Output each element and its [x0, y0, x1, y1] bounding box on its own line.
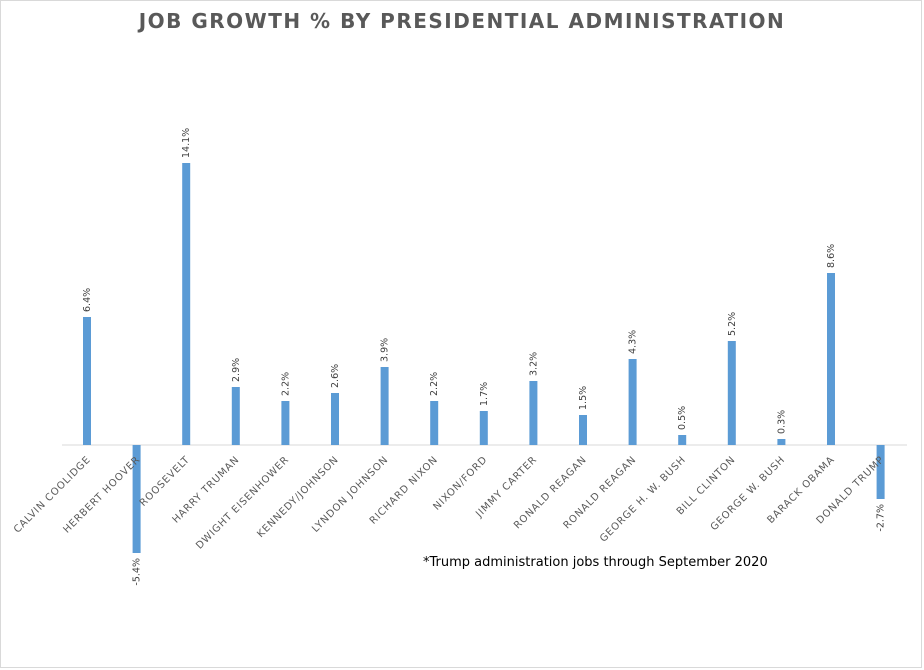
- data-label-donald-trump-16: -2.7%: [876, 504, 887, 532]
- data-label-jimmy-carter-9: 3.2%: [528, 352, 539, 376]
- bar-harry-truman-3: [231, 387, 240, 445]
- data-label-harry-truman-3: 2.9%: [231, 358, 242, 382]
- data-label-dwight-eisenhower-4: 2.2%: [280, 372, 291, 396]
- bar-ronald-reagan-10: [579, 415, 587, 445]
- data-label-roosevelt-2: 14.1%: [181, 128, 192, 158]
- tick-label-george-h-w-bush-12: GEORGE H. W. BUSH: [598, 454, 688, 544]
- bar-calvin-coolidge-0: [83, 317, 91, 445]
- bar-donald-trump-16: [876, 445, 885, 499]
- bar-kennedy-johnson-5: [331, 393, 339, 445]
- tick-label-dwight-eisenhower-4: DWIGHT EISENHOWER: [194, 454, 291, 551]
- data-label-bill-clinton-13: 5.2%: [727, 312, 738, 336]
- data-label-nixon-ford-8: 1.7%: [479, 382, 490, 406]
- bar-barack-obama-15: [827, 273, 835, 445]
- bar-roosevelt-2: [182, 163, 191, 445]
- data-label-ronald-reagan-10: 1.5%: [578, 386, 589, 410]
- tick-label-kennedy-johnson-5: KENNEDY/JOHNSON: [255, 454, 341, 540]
- tick-label-roosevelt-2: ROOSEVELT: [138, 454, 193, 509]
- data-label-kennedy-johnson-5: 2.6%: [330, 364, 341, 388]
- bar-nixon-ford-8: [479, 411, 488, 445]
- chart-footnote: *Trump administration jobs through Septe…: [423, 555, 768, 570]
- data-label-george-w-bush-14: 0.3%: [776, 410, 787, 434]
- data-label-calvin-coolidge-0: 6.4%: [82, 288, 93, 312]
- bar-herbert-hoover-1: [132, 445, 141, 553]
- data-label-ronald-reagan-11: 4.3%: [628, 330, 639, 354]
- data-label-lyndon-johnson-6: 3.9%: [380, 338, 391, 362]
- bar-george-w-bush-14: [777, 439, 786, 445]
- bars-group: [83, 163, 885, 553]
- bar-richard-nixon-7: [430, 401, 439, 445]
- data-label-herbert-hoover-1: -5.4%: [132, 558, 143, 586]
- bar-bill-clinton-13: [727, 341, 736, 445]
- bar-george-h-w-bush-12: [678, 435, 687, 445]
- bar-dwight-eisenhower-4: [281, 401, 290, 445]
- bar-lyndon-johnson-6: [380, 367, 389, 445]
- data-label-barack-obama-15: 8.6%: [826, 244, 837, 268]
- chart-title: JOB GROWTH % BY PRESIDENTIAL ADMINISTRAT…: [138, 9, 786, 33]
- data-label-richard-nixon-7: 2.2%: [429, 372, 440, 396]
- bar-ronald-reagan-11: [628, 359, 637, 445]
- bar-jimmy-carter-9: [529, 381, 538, 445]
- data-labels-group: 6.4% -5.4% 14.1% 2.9% 2.2% 2.6% 3.9% 2.2% 1.7% 3.…: [82, 128, 887, 586]
- data-label-george-h-w-bush-12: 0.5%: [677, 406, 688, 430]
